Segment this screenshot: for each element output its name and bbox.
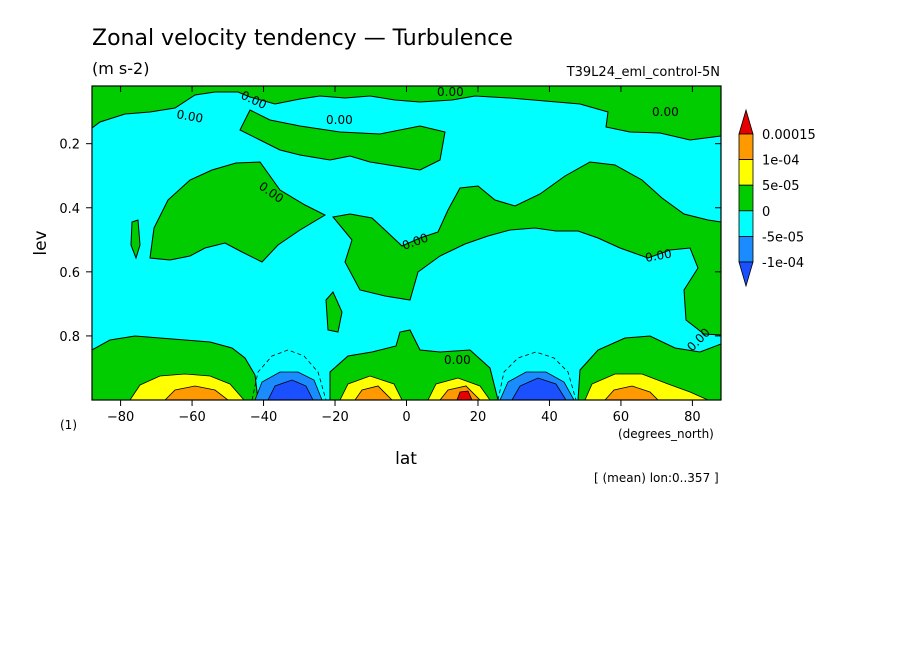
x-axis: −80 −60 −40 −20 0 20 40 60 80 [107, 86, 701, 425]
contour-label: 0.00 [444, 353, 471, 367]
x-tick-label: 0 [402, 410, 410, 425]
colorbar-tick-label: 0 [762, 205, 770, 220]
y-tick-label: 0.4 [59, 202, 80, 217]
x-axis-units: (degrees_north) [618, 427, 714, 441]
contour-label: 0.00 [437, 85, 464, 99]
positive-core-surface-tropics-2 [354, 385, 393, 400]
contour-label: 0.00 [652, 105, 679, 119]
plot-area: 0.00 0.00 0.00 0.00 0.00 0.00 0.00 0.00 … [92, 85, 721, 400]
x-tick-label: −40 [250, 410, 277, 425]
colorbar-tick-label: -1e-04 [762, 256, 804, 271]
x-tick-label: −60 [178, 410, 205, 425]
y-tick-label: 0.6 [59, 266, 80, 281]
x-tick-label: −20 [321, 410, 348, 425]
negative-core-surface-south [267, 379, 314, 400]
y-tick-label: 0.8 [59, 330, 80, 345]
positive-region-upper [92, 86, 721, 141]
y-axis: 0.2 0.4 0.6 0.8 [59, 138, 721, 345]
colorbar: 0.00015 1e-04 5e-05 0 -5e-05 -1e-04 [738, 108, 816, 288]
colorbar-tick-label: 1e-04 [762, 154, 800, 169]
colorbar-tick-label: 0.00015 [762, 128, 816, 143]
negative-core-surface-north [511, 377, 567, 400]
units-label: (m s-2) [92, 59, 149, 78]
contour-label: 0.00 [326, 113, 353, 127]
colorbar-segment [738, 184, 754, 212]
y-axis-units: (1) [60, 418, 77, 432]
colorbar-segment [738, 133, 754, 161]
contour-labels: 0.00 0.00 0.00 0.00 0.00 0.00 0.00 0.00 … [175, 85, 713, 367]
colorbar-tick-label: 5e-05 [762, 179, 800, 194]
x-axis-title: lat [395, 449, 417, 469]
x-tick-label: 60 [613, 410, 630, 425]
colorbar-tick-label: -5e-05 [762, 230, 804, 245]
colorbar-segment [738, 210, 754, 237]
positive-region-small-1 [130, 219, 141, 260]
x-tick-label: 20 [470, 410, 487, 425]
positive-region-mid-south [149, 161, 327, 263]
contour-label: 0.00 [175, 107, 204, 125]
x-tick-label: 80 [684, 410, 701, 425]
run-name: T39L24_eml_control-5N [566, 65, 720, 80]
colorbar-segment [738, 235, 754, 263]
y-axis-title: lev [31, 230, 51, 255]
averaging-note: [ (mean) lon:0..357 ] [594, 471, 719, 485]
positive-region-upper-tongue [239, 109, 446, 171]
y-tick-label: 0.2 [59, 138, 80, 153]
positive-core-surface-south-2 [164, 385, 229, 400]
x-tick-label: 40 [541, 410, 558, 425]
positive-region-small-2 [325, 291, 343, 333]
positive-region-mid-north [332, 161, 721, 336]
colorbar-segment [738, 159, 754, 186]
negative-contour-south [251, 349, 327, 400]
negative-contour-north [497, 351, 577, 400]
positive-core-surface-north-2 [604, 385, 659, 400]
x-tick-label: −80 [107, 410, 134, 425]
colorbar-arrow-bottom [738, 261, 754, 288]
contour-label: 0.00 [644, 247, 673, 265]
positive-core-surface-tropics-5 [456, 390, 473, 400]
chart-title: Zonal velocity tendency — Turbulence [92, 26, 513, 51]
colorbar-arrow-top [738, 108, 754, 135]
